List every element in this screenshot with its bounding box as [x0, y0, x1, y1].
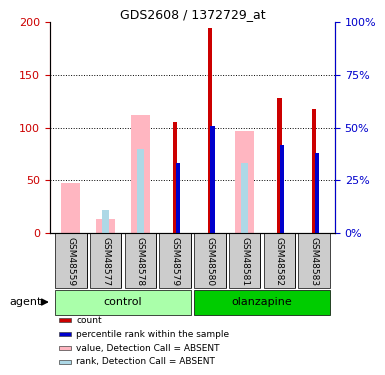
Bar: [102, 210, 109, 233]
FancyBboxPatch shape: [264, 233, 295, 288]
Text: GSM48583: GSM48583: [310, 237, 319, 286]
Bar: [210, 126, 215, 233]
Text: GSM48581: GSM48581: [240, 237, 249, 286]
Text: GSM48579: GSM48579: [171, 237, 180, 286]
Bar: [208, 28, 212, 233]
FancyBboxPatch shape: [159, 233, 191, 288]
Bar: [59, 360, 70, 364]
Bar: [312, 109, 316, 233]
FancyBboxPatch shape: [90, 233, 121, 288]
Text: GSM48580: GSM48580: [205, 237, 214, 286]
Bar: [96, 219, 115, 233]
Bar: [61, 183, 80, 233]
FancyBboxPatch shape: [55, 233, 87, 288]
Text: GSM48577: GSM48577: [101, 237, 110, 286]
Bar: [59, 318, 70, 322]
FancyBboxPatch shape: [298, 233, 330, 288]
Bar: [59, 346, 70, 350]
Bar: [176, 164, 180, 233]
Bar: [277, 98, 281, 233]
FancyBboxPatch shape: [194, 233, 226, 288]
Bar: [241, 164, 248, 233]
FancyBboxPatch shape: [229, 233, 260, 288]
Bar: [131, 115, 150, 233]
Bar: [137, 149, 144, 233]
Text: rank, Detection Call = ABSENT: rank, Detection Call = ABSENT: [76, 357, 215, 366]
Bar: [59, 332, 70, 336]
FancyBboxPatch shape: [55, 290, 191, 315]
Text: control: control: [104, 297, 142, 307]
Title: GDS2608 / 1372729_at: GDS2608 / 1372729_at: [120, 8, 265, 21]
FancyBboxPatch shape: [125, 233, 156, 288]
Bar: [280, 144, 285, 233]
Text: value, Detection Call = ABSENT: value, Detection Call = ABSENT: [76, 344, 220, 352]
Bar: [173, 122, 177, 233]
Text: GSM48578: GSM48578: [136, 237, 145, 286]
Text: percentile rank within the sample: percentile rank within the sample: [76, 330, 229, 339]
Text: agent: agent: [9, 297, 41, 307]
Text: GSM48582: GSM48582: [275, 237, 284, 286]
Text: count: count: [76, 316, 102, 325]
Text: GSM48559: GSM48559: [66, 237, 75, 286]
FancyBboxPatch shape: [194, 290, 330, 315]
Bar: [235, 131, 254, 233]
Bar: [315, 153, 319, 233]
Text: olanzapine: olanzapine: [232, 297, 292, 307]
